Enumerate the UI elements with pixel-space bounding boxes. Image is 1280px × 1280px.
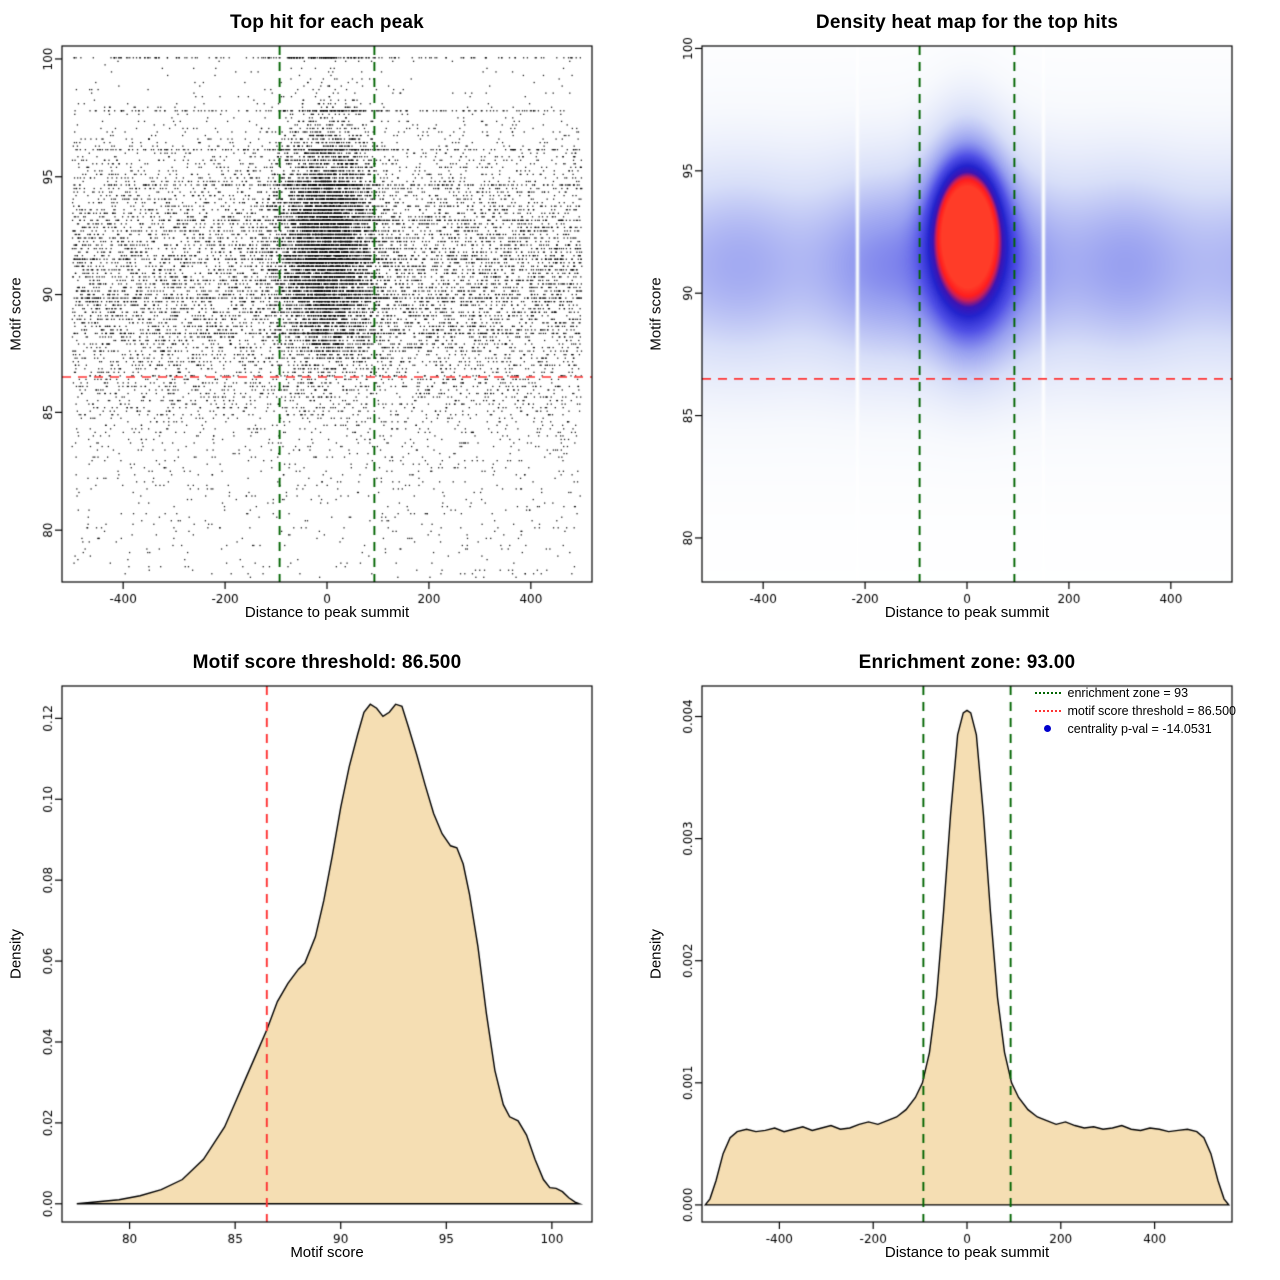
x-axis-label: Motif score — [290, 1244, 364, 1261]
plot-title: Motif score threshold: 86.500 — [192, 652, 462, 673]
heatmap-canvas — [640, 0, 1280, 640]
legend-label: enrichment zone = 93 — [1067, 685, 1189, 700]
x-axis-label: Distance to peak summit — [884, 604, 1050, 621]
dotted-line-icon — [1034, 691, 1061, 694]
plot-title: Density heat map for the top hits — [815, 12, 1119, 33]
dot-icon — [1044, 725, 1051, 732]
x-axis-label: Distance to peak summit — [244, 604, 410, 621]
legend-entry-centrality-pval: centrality p-val = -14.0531 — [1035, 721, 1237, 736]
panel-motif-score-density: Motif score threshold: 86.500 Motif scor… — [0, 640, 640, 1280]
panel-summit-distance-density: Enrichment zone: 93.00 Distance to peak … — [640, 640, 1280, 1280]
y-axis-label: Density — [647, 928, 665, 980]
plot-legend: enrichment zone = 93 motif score thresho… — [1034, 685, 1237, 736]
panel-top-hit-scatter: Top hit for each peak Distance to peak s… — [0, 0, 640, 640]
legend-entry-enrichment-zone: enrichment zone = 93 — [1034, 685, 1237, 700]
legend-label: motif score threshold = 86.500 — [1067, 703, 1237, 718]
y-axis-label: Motif score — [647, 277, 665, 351]
y-axis-label: Density — [7, 928, 25, 980]
scatter-plot-canvas — [0, 0, 640, 640]
score-density-canvas — [0, 640, 640, 1280]
legend-label: centrality p-val = -14.0531 — [1067, 721, 1212, 736]
plot-title: Enrichment zone: 93.00 — [858, 652, 1076, 673]
legend-entry-score-threshold: motif score threshold = 86.500 — [1034, 703, 1237, 718]
plot-title: Top hit for each peak — [230, 12, 424, 33]
y-axis-label: Motif score — [7, 277, 25, 351]
x-axis-label: Distance to peak summit — [884, 1244, 1050, 1261]
distance-density-canvas — [640, 640, 1280, 1280]
panel-density-heatmap: Density heat map for the top hits Distan… — [640, 0, 1280, 640]
dotted-line-icon — [1034, 709, 1061, 712]
